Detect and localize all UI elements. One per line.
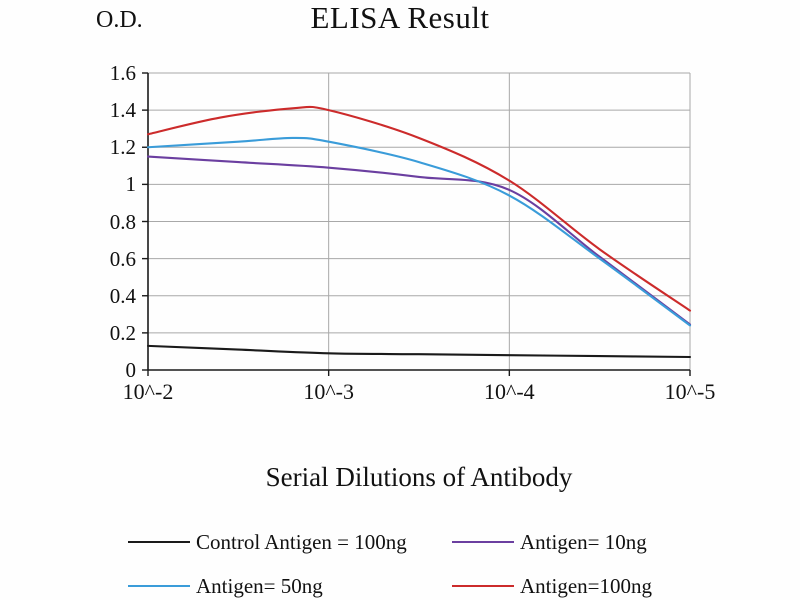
legend-line-control-antigen xyxy=(128,541,190,543)
y-axis-title: O.D. xyxy=(96,7,143,33)
legend-line-antigen-50ng xyxy=(128,585,190,587)
chart-title: ELISA Result xyxy=(310,0,490,35)
series-line-antigen-50ng xyxy=(146,136,692,327)
y-tick-label: 0.2 xyxy=(109,320,136,345)
series-line-antigen-100ng xyxy=(146,105,692,312)
x-tick-label: 10^-4 xyxy=(484,379,535,404)
legend-item-antigen-50ng: Antigen= 50ng xyxy=(128,573,323,599)
x-tick-label: 10^-2 xyxy=(122,379,174,404)
legend: Control Antigen = 100ng Antigen= 10ng An… xyxy=(0,523,800,600)
series-line-antigen-10ng xyxy=(146,155,692,326)
x-axis-title: Serial Dilutions of Antibody xyxy=(265,462,573,492)
legend-item-control-antigen: Control Antigen = 100ng xyxy=(128,529,407,555)
legend-line-antigen-100ng xyxy=(452,585,514,587)
legend-label: Antigen= 10ng xyxy=(520,529,647,554)
legend-item-antigen-100ng: Antigen=100ng xyxy=(452,573,652,599)
legend-label: Control Antigen = 100ng xyxy=(196,529,407,554)
legend-line-antigen-10ng xyxy=(452,541,514,543)
y-tick-label: 0.8 xyxy=(109,209,136,234)
legend-label: Antigen=100ng xyxy=(520,573,652,598)
series-line-control-antigen-100ng xyxy=(146,344,692,359)
y-tick-label: 1.6 xyxy=(109,61,136,85)
y-tick-label: 0.4 xyxy=(109,283,136,308)
y-tick-label: 1 xyxy=(125,172,137,197)
legend-item-antigen-10ng: Antigen= 10ng xyxy=(452,529,647,555)
y-tick-label: 1.2 xyxy=(109,135,136,160)
x-tick-label: 10^-3 xyxy=(303,379,354,404)
plot-area xyxy=(142,72,692,376)
y-tick-label: 0.6 xyxy=(109,246,136,271)
x-tick-label: 10^-5 xyxy=(664,379,716,404)
y-tick-label: 1.4 xyxy=(109,98,136,123)
legend-label: Antigen= 50ng xyxy=(196,573,323,598)
y-tick-label: 0 xyxy=(125,358,137,382)
